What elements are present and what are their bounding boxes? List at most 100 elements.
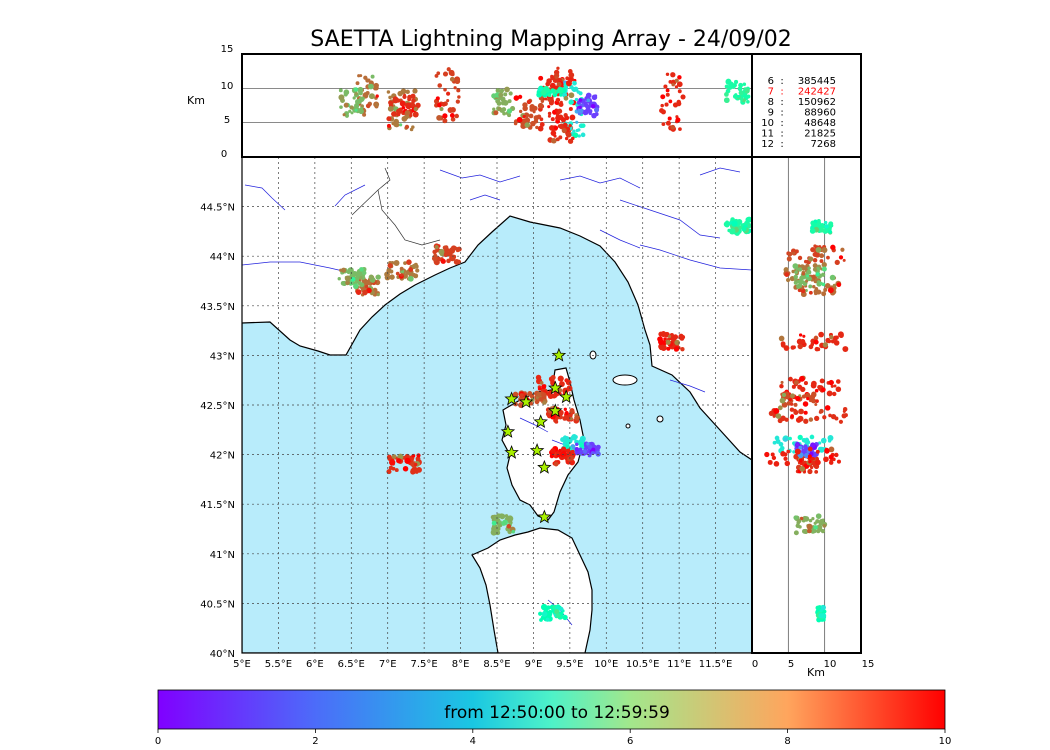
lightning-source bbox=[813, 525, 818, 530]
lightning-source bbox=[665, 120, 671, 126]
lightning-source bbox=[803, 410, 808, 415]
lightning-source bbox=[409, 113, 413, 118]
lightning-source bbox=[815, 246, 822, 253]
lightning-source bbox=[557, 87, 564, 94]
lightning-source bbox=[549, 82, 556, 89]
lightning-source bbox=[539, 117, 544, 122]
lightning-source bbox=[565, 439, 571, 445]
lightning-source bbox=[547, 111, 552, 116]
station-markers bbox=[500, 347, 574, 524]
lightning-source bbox=[811, 461, 816, 466]
lightning-source bbox=[362, 289, 368, 296]
lightning-source bbox=[403, 261, 407, 266]
lightning-source bbox=[513, 121, 518, 126]
lightning-source bbox=[536, 391, 542, 397]
lightning-source bbox=[832, 283, 837, 287]
lightning-source bbox=[661, 122, 666, 126]
lightning-source bbox=[842, 409, 846, 413]
lightning-source bbox=[391, 467, 396, 471]
lightning-source bbox=[783, 437, 788, 442]
lightning-source bbox=[801, 437, 807, 443]
lightning-source bbox=[813, 339, 819, 345]
lightning-source bbox=[559, 93, 563, 97]
lightning-source bbox=[799, 465, 806, 472]
lightning-source bbox=[809, 228, 816, 234]
count-station: 10 bbox=[761, 118, 774, 129]
lightning-source bbox=[547, 98, 551, 102]
lightning-source bbox=[441, 101, 446, 107]
lightning-source bbox=[497, 106, 502, 111]
lightning-source bbox=[404, 457, 411, 464]
lightning-source bbox=[396, 112, 401, 117]
lightning-source bbox=[822, 415, 827, 420]
lightning-source bbox=[814, 459, 821, 466]
lightning-source bbox=[549, 453, 555, 459]
lightning-source bbox=[680, 94, 686, 100]
lightning-source bbox=[820, 272, 826, 277]
lightning-source bbox=[830, 413, 837, 420]
lightning-source bbox=[787, 251, 793, 257]
lightning-source bbox=[555, 115, 561, 121]
lightning-source bbox=[357, 86, 364, 93]
lightning-source bbox=[508, 91, 513, 96]
lightning-source bbox=[446, 67, 451, 72]
lightning-source bbox=[731, 220, 738, 227]
lightning-source bbox=[821, 262, 827, 268]
lightning-source bbox=[828, 460, 834, 465]
lightning-source bbox=[828, 379, 834, 386]
lightning-source bbox=[671, 82, 675, 87]
lightning-source bbox=[413, 106, 418, 112]
lightning-source bbox=[810, 247, 816, 253]
station-star-icon bbox=[537, 509, 552, 524]
count-value: 242427 bbox=[798, 87, 836, 98]
lightning-source bbox=[797, 343, 803, 350]
lightning-source bbox=[449, 113, 455, 118]
lightning-source bbox=[794, 448, 801, 455]
count-station: 12 bbox=[761, 139, 774, 150]
lightning-source bbox=[660, 344, 667, 351]
lightning-source bbox=[824, 448, 830, 454]
lightning-source bbox=[665, 72, 670, 77]
count-separator: : bbox=[780, 139, 783, 150]
lightning-source bbox=[775, 413, 782, 419]
lightning-source bbox=[827, 339, 832, 344]
lightning-source bbox=[442, 118, 448, 124]
colorbar-ticks: 0 2 4 6 8 10 bbox=[155, 729, 951, 747]
lightning-source bbox=[593, 107, 600, 113]
lightning-source bbox=[490, 529, 497, 536]
lightning-source bbox=[554, 75, 558, 79]
lightning-source bbox=[818, 613, 824, 619]
lightning-source bbox=[437, 102, 442, 108]
lightning-source bbox=[728, 81, 735, 88]
lightning-source bbox=[578, 105, 582, 110]
lightning-source bbox=[350, 277, 356, 282]
lightning-source bbox=[550, 448, 556, 454]
lightning-source bbox=[828, 230, 833, 234]
lightning-source bbox=[783, 456, 788, 461]
lightning-source bbox=[812, 284, 816, 289]
lightning-source bbox=[413, 273, 419, 279]
lightning-source bbox=[522, 102, 528, 108]
lightning-source bbox=[793, 278, 798, 282]
lightning-source bbox=[386, 116, 392, 122]
lon-tick-label: 7.5°E bbox=[411, 659, 438, 670]
count-value: 48648 bbox=[804, 118, 836, 129]
lat-tick-label: 44°N bbox=[210, 252, 235, 263]
lightning-source bbox=[368, 274, 374, 280]
lightning-source bbox=[350, 111, 354, 115]
side-xtick-5: 5 bbox=[788, 659, 794, 670]
lightning-source bbox=[355, 289, 362, 295]
lightning-source bbox=[504, 514, 509, 518]
country-border bbox=[351, 167, 441, 246]
lightning-source bbox=[344, 275, 351, 282]
map-grid bbox=[241, 157, 753, 654]
station-star-icon bbox=[548, 403, 563, 418]
lightning-source bbox=[819, 378, 825, 384]
lightning-source bbox=[575, 120, 579, 124]
lightning-source bbox=[402, 465, 409, 472]
lightning-source bbox=[556, 454, 560, 458]
lightning-source bbox=[780, 342, 786, 348]
lightning-source bbox=[836, 282, 842, 288]
lightning-source bbox=[512, 391, 519, 398]
lightning-source bbox=[343, 102, 349, 108]
